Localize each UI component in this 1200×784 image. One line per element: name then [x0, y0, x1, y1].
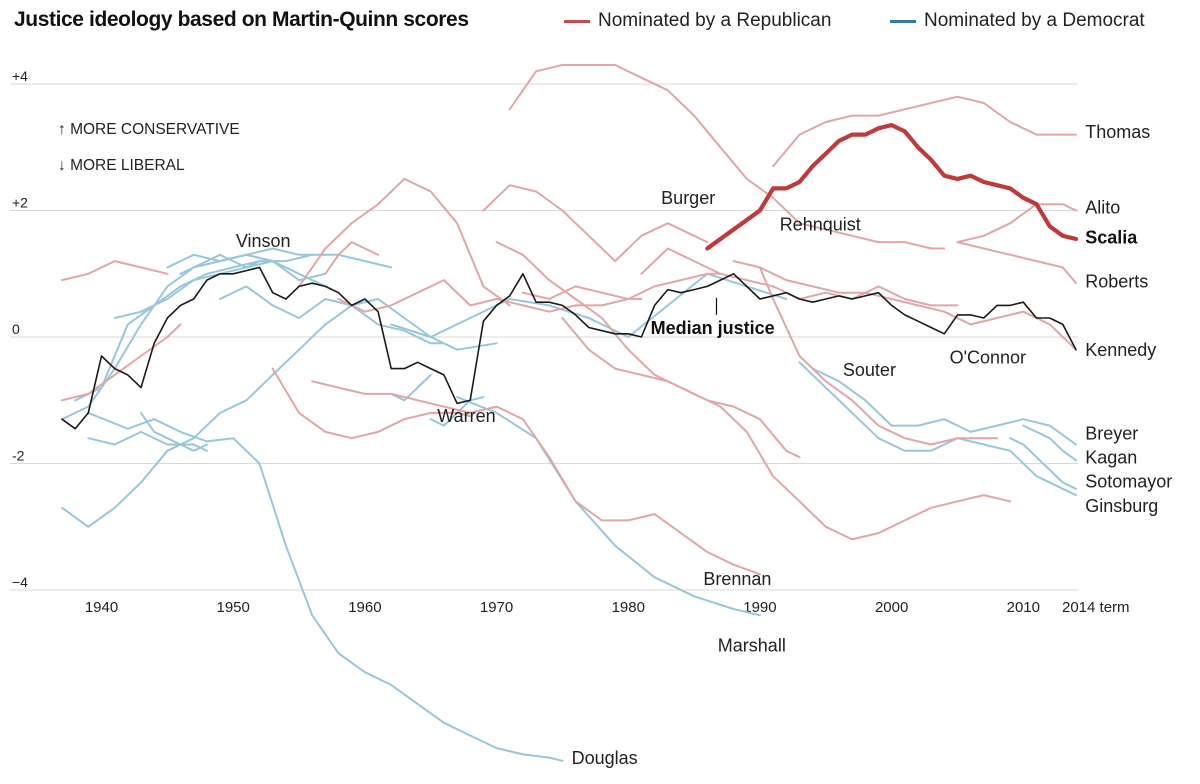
y-tick-label: 0 — [12, 321, 20, 337]
line-sotomayor — [1009, 437, 1077, 490]
legend-label-democrat: Nominated by a Democrat — [924, 10, 1145, 31]
label-alito: Alito — [1085, 198, 1120, 218]
label-warren: Warren — [437, 406, 495, 426]
more-liberal-note: ↓ MORE LIBERAL — [58, 157, 185, 175]
line-blackmun — [495, 241, 801, 459]
line-murphy — [87, 430, 208, 452]
x-axis-ticks: 1940 1950 1960 1970 1980 1990 2000 2010 2014 ter… — [85, 599, 1130, 616]
label-o-connor: O'Connor — [950, 348, 1026, 368]
x-tick-label: 1990 — [743, 599, 776, 616]
more-conservative-note: ↑ MORE CONSERVATIVE — [58, 121, 240, 139]
line-stewart — [337, 279, 643, 313]
label-thomas: Thomas — [1085, 122, 1150, 142]
label-median-justice: Median justice — [651, 318, 775, 338]
x-tick-label: 2000 — [875, 599, 908, 616]
x-tick-label: 2010 — [1007, 599, 1040, 616]
line-white — [390, 272, 788, 338]
line-whittaker — [324, 241, 380, 275]
x-tick-label: 2014 term — [1062, 599, 1130, 616]
line-vinson — [179, 253, 261, 275]
line-stevens — [561, 317, 1012, 541]
legend-swatch-democrat — [890, 19, 916, 23]
line-minton — [219, 247, 314, 263]
x-tick-label: 1980 — [612, 599, 645, 616]
y-axis-ticks: +4 +2 0 -2 −4 — [12, 68, 28, 590]
label-brennan: Brennan — [703, 569, 771, 589]
label-sotomayor: Sotomayor — [1085, 472, 1172, 492]
line-goldberg — [390, 373, 432, 402]
y-tick-label: +4 — [12, 68, 28, 84]
line-frankfurter — [74, 253, 393, 402]
label-kennedy: Kennedy — [1085, 340, 1156, 360]
highlight-line-group — [705, 123, 1079, 251]
line-ginsburg — [798, 361, 1077, 497]
line-rehnquist — [508, 64, 946, 250]
grid-lines — [10, 83, 1078, 591]
label-scalia: Scalia — [1085, 227, 1138, 247]
line-stone — [61, 323, 182, 402]
line-median-justice — [61, 266, 1077, 430]
line-roberts — [956, 241, 1077, 285]
legend-swatch-republican — [564, 19, 590, 23]
x-tick-label: 1970 — [480, 599, 513, 616]
line-souter — [758, 266, 998, 446]
label-vinson: Vinson — [236, 231, 291, 251]
line-rutledge — [140, 411, 208, 452]
line-roberts-oj — [61, 260, 169, 282]
x-tick-label: 1950 — [217, 599, 250, 616]
up-arrow-icon: ↑ — [58, 121, 66, 138]
justice-labels: Douglas Vinson Marshall Breyer Kagan Sotomayo… — [236, 122, 1172, 768]
label-douglas: Douglas — [572, 748, 638, 768]
median-justice-line-group — [61, 266, 1077, 430]
line-scalia — [705, 123, 1079, 251]
line-breyer — [811, 367, 1077, 446]
line-harlan — [298, 177, 511, 307]
label-burger: Burger — [661, 188, 715, 208]
line-burger — [482, 184, 709, 263]
y-tick-label: -2 — [12, 448, 25, 464]
justice-lines — [61, 64, 1077, 762]
label-rehnquist: Rehnquist — [780, 215, 861, 235]
more-liberal-label: MORE LIBERAL — [70, 157, 185, 174]
legend-label-republican: Nominated by a Republican — [598, 10, 832, 31]
label-marshall: Marshall — [718, 635, 786, 655]
line-warren — [271, 367, 472, 440]
y-tick-label: −4 — [12, 574, 28, 590]
down-arrow-icon: ↓ — [58, 157, 66, 174]
line-kennedy — [732, 260, 1077, 351]
x-tick-label: 1960 — [348, 599, 381, 616]
label-souter: Souter — [843, 360, 896, 380]
legend-item-democrat: Nominated by a Democrat — [890, 10, 1145, 32]
y-tick-label: +2 — [12, 195, 28, 211]
label-breyer: Breyer — [1085, 423, 1138, 443]
legend-item-republican: Nominated by a Republican — [564, 10, 831, 32]
line-black — [61, 298, 498, 528]
line-douglas — [87, 411, 564, 762]
line-alito — [956, 203, 1077, 244]
line-o-connor — [640, 247, 959, 307]
line-brennan — [311, 380, 761, 576]
x-tick-label: 1940 — [85, 599, 118, 616]
line-thomas — [772, 95, 1077, 168]
line-marshall — [456, 396, 761, 617]
chart-title: Justice ideology based on Martin-Quinn s… — [14, 8, 469, 31]
line-clark — [219, 285, 445, 345]
label-kagan: Kagan — [1085, 448, 1137, 468]
label-roberts: Roberts — [1085, 272, 1148, 292]
line-powell — [521, 272, 722, 300]
chart-header: Justice ideology based on Martin-Quinn s… — [0, 0, 1200, 46]
line-kagan — [1022, 424, 1077, 462]
label-ginsburg: Ginsburg — [1085, 496, 1158, 516]
more-conservative-label: MORE CONSERVATIVE — [70, 121, 240, 138]
